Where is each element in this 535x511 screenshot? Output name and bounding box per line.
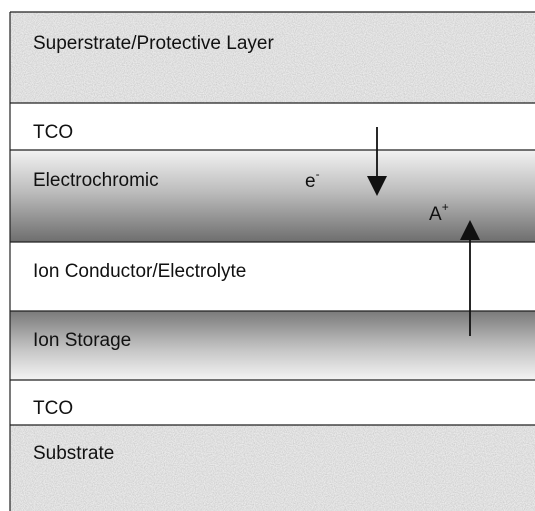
layer-borders: [9, 11, 535, 511]
ion-storage-layer: [10, 311, 535, 380]
layer-label: Electrochromic: [33, 170, 159, 191]
tco-layer: [10, 103, 535, 150]
layer-label: Ion Conductor/Electrolyte: [33, 261, 246, 282]
charge-label: e-: [305, 167, 320, 192]
electrochromic-layer: [10, 150, 535, 242]
charge-label: A+: [429, 200, 449, 225]
tco-layer: [10, 380, 535, 425]
ion-arrow: [460, 220, 480, 336]
substrate-layer: [10, 425, 535, 511]
ion-conductor-layer: [10, 242, 535, 311]
layer-label: Ion Storage: [33, 330, 131, 351]
electron-arrow: [367, 127, 387, 196]
charge-sup: -: [316, 167, 320, 181]
layer-label: Substrate: [33, 443, 114, 464]
charge-sup: +: [442, 200, 449, 214]
charge-symbol: e: [305, 171, 316, 192]
layer-label: TCO: [33, 122, 73, 143]
charge-symbol: A: [429, 204, 442, 225]
layer-label: TCO: [33, 398, 73, 419]
superstrate-layer: [10, 12, 535, 103]
layer-label: Superstrate/Protective Layer: [33, 33, 274, 54]
